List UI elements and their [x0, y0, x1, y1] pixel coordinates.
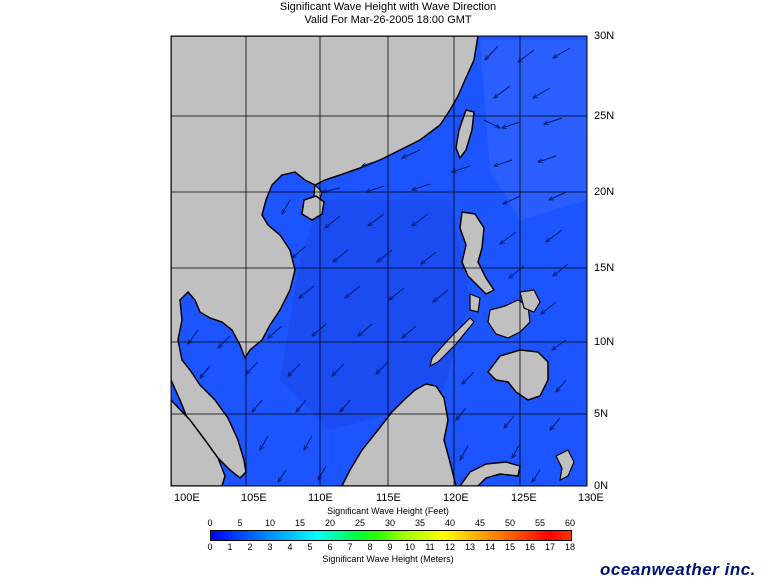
- feet-tick-35: 35: [414, 518, 426, 528]
- sulawesi-island: [459, 461, 521, 486]
- lat-label-15n: 15N: [594, 262, 615, 274]
- feet-tick-10: 10: [264, 518, 276, 528]
- graticule: [171, 36, 587, 486]
- meter-tick-18: 18: [564, 542, 576, 552]
- meter-tick-14: 14: [484, 542, 496, 552]
- lon-label-125e: 125E: [511, 492, 537, 504]
- meter-tick-6: 6: [327, 542, 333, 552]
- meter-tick-0: 0: [207, 542, 213, 552]
- lat-label-30n: 30N: [594, 30, 615, 42]
- mindoro-island: [469, 293, 481, 313]
- meter-tick-1: 1: [227, 542, 233, 552]
- meter-tick-16: 16: [524, 542, 536, 552]
- feet-tick-20: 20: [324, 518, 336, 528]
- lon-label-115e: 115E: [376, 492, 401, 504]
- lat-label-5n: 5N: [594, 408, 609, 420]
- feet-tick-55: 55: [534, 518, 546, 528]
- feet-scale-title: Significant Wave Height (Feet): [327, 506, 449, 516]
- halmahera-island: [555, 449, 575, 482]
- meter-tick-7: 7: [347, 542, 353, 552]
- feet-tick-50: 50: [504, 518, 516, 528]
- map-title: Significant Wave Height with Wave Direct…: [279, 1, 497, 13]
- sea-shade: [280, 200, 470, 430]
- wave-direction-arrows: [188, 45, 571, 482]
- sumatra-island: [171, 398, 226, 486]
- hainan-island: [301, 195, 325, 221]
- luzon-island: [459, 211, 496, 295]
- meter-tick-13: 13: [464, 542, 476, 552]
- feet-tick-5: 5: [237, 518, 243, 528]
- lon-label-105e: 105E: [241, 492, 267, 504]
- map-frame: [170, 35, 588, 487]
- feet-tick-30: 30: [384, 518, 396, 528]
- lat-label-0n: 0N: [594, 480, 609, 492]
- taiwan-island: [455, 109, 475, 160]
- meter-tick-17: 17: [544, 542, 556, 552]
- feet-tick-60: 60: [564, 518, 576, 528]
- meter-tick-4: 4: [287, 542, 293, 552]
- meter-tick-8: 8: [367, 542, 373, 552]
- visayas-islands: [487, 299, 531, 339]
- meter-tick-12: 12: [444, 542, 456, 552]
- lon-label-120e: 120E: [443, 492, 469, 504]
- brand-logo: oceanweather inc.: [600, 560, 756, 579]
- mindanao-island: [487, 349, 549, 401]
- meter-tick-9: 9: [387, 542, 393, 552]
- lon-label-130e: 130E: [578, 492, 604, 504]
- meter-tick-2: 2: [247, 542, 253, 552]
- wave-height-colorbar: [210, 530, 572, 541]
- sea-shade: [480, 40, 587, 220]
- lat-label-10n: 10N: [594, 336, 615, 348]
- feet-tick-25: 25: [354, 518, 366, 528]
- valid-time: Valid For Mar-26-2005 18:00 GMT: [304, 14, 472, 26]
- meter-tick-10: 10: [404, 542, 416, 552]
- feet-tick-40: 40: [444, 518, 456, 528]
- lon-label-110e: 110E: [308, 492, 333, 504]
- feet-tick-15: 15: [294, 518, 306, 528]
- feet-tick-0: 0: [207, 518, 213, 528]
- borneo-island: [341, 383, 457, 486]
- lon-label-100e: 100E: [174, 492, 200, 504]
- meter-tick-3: 3: [267, 542, 273, 552]
- meter-tick-5: 5: [307, 542, 313, 552]
- meter-scale-title: Significant Wave Height (Meters): [322, 554, 454, 564]
- meter-tick-11: 11: [425, 542, 435, 552]
- lat-label-25n: 25N: [594, 110, 615, 122]
- feet-tick-45: 45: [474, 518, 486, 528]
- lat-label-20n: 20N: [594, 186, 615, 198]
- samar-island: [519, 289, 541, 313]
- meter-tick-15: 15: [504, 542, 516, 552]
